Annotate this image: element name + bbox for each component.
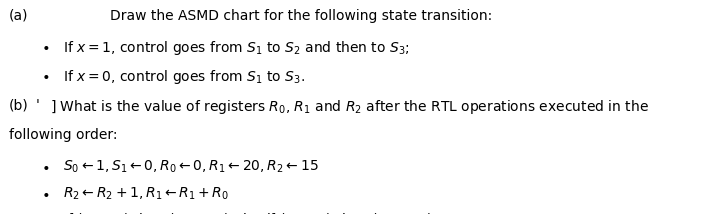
Text: ] What is the value of registers $R_0$, $R_1$ and $R_2$ after the RTL operations: ] What is the value of registers $R_0$, …	[50, 98, 648, 116]
Text: If $(S_1 = 1)$ then $(R_1 \leftarrow R_2)$ else if $(S_2 = 1)$ then $(R_0 \lefta: If $(S_1 = 1)$ then $(R_1 \leftarrow R_2…	[63, 212, 432, 214]
Text: (b): (b)	[9, 98, 28, 112]
Text: (a): (a)	[9, 9, 28, 22]
Text: $\bullet$: $\bullet$	[41, 212, 50, 214]
Text: $\bullet$: $\bullet$	[41, 39, 50, 52]
Text: $S_0 \leftarrow 1, S_1 \leftarrow 0, R_0 \leftarrow 0, R_1 \leftarrow 20, R_2 \l: $S_0 \leftarrow 1, S_1 \leftarrow 0, R_0…	[63, 159, 318, 175]
Text: If $x = 1$, control goes from $S_1$ to $S_2$ and then to $S_3$;: If $x = 1$, control goes from $S_1$ to $…	[63, 39, 410, 56]
Text: $R_2 \leftarrow R_2 + 1, R_1 \leftarrow R_1 + R_0$: $R_2 \leftarrow R_2 + 1, R_1 \leftarrow …	[63, 186, 229, 202]
Text: $\bullet$: $\bullet$	[41, 186, 50, 200]
Text: $\bullet$: $\bullet$	[41, 159, 50, 173]
Text: Draw the ASMD chart for the following state transition:: Draw the ASMD chart for the following st…	[110, 9, 493, 22]
Text: following order:: following order:	[9, 128, 117, 142]
Text: If $x = 0$, control goes from $S_1$ to $S_3$.: If $x = 0$, control goes from $S_1$ to $…	[63, 68, 304, 86]
Text: ': '	[36, 98, 39, 112]
Text: $\bullet$: $\bullet$	[41, 68, 50, 82]
